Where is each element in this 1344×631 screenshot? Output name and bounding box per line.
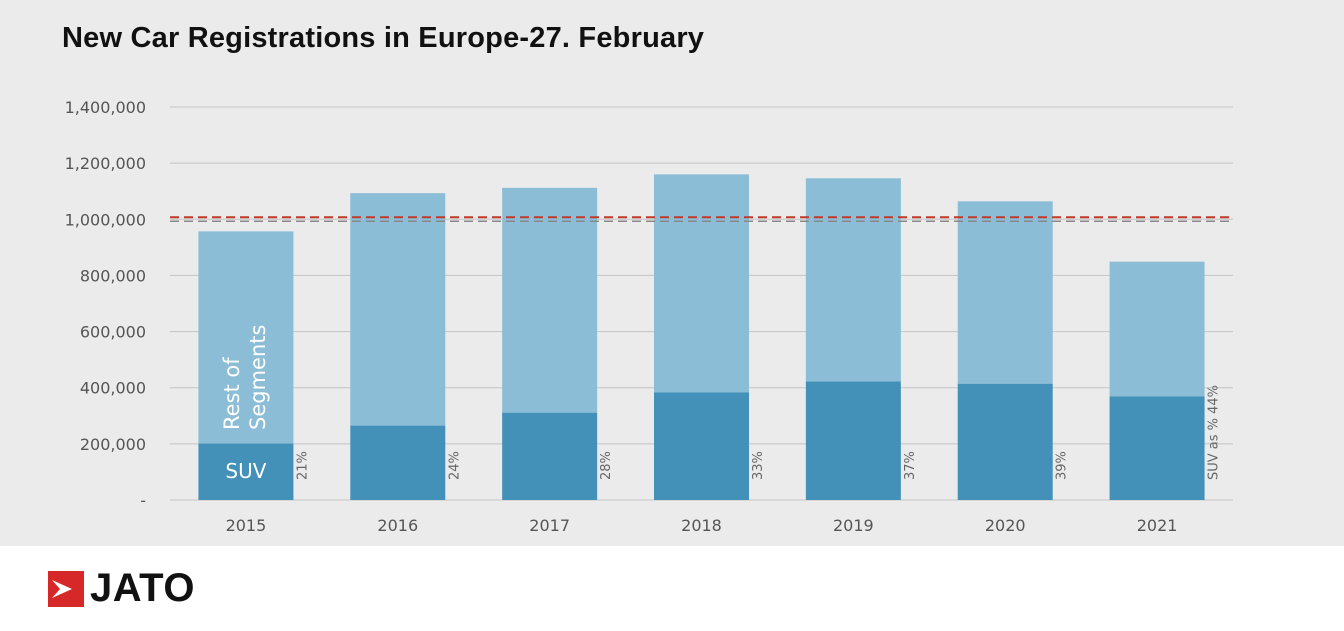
- y-tick-label: 800,000: [80, 266, 146, 285]
- y-tick-label: 1,200,000: [65, 154, 146, 173]
- bar-suv: [654, 392, 749, 500]
- y-tick-label: 600,000: [80, 323, 146, 342]
- bar-rest-of-segments: [654, 174, 749, 393]
- x-tick-label: 2015: [226, 516, 267, 535]
- x-tick-label: 2020: [985, 516, 1026, 535]
- y-tick-label: 1,400,000: [65, 98, 146, 117]
- y-tick-label: 400,000: [80, 379, 146, 398]
- x-tick-label: 2017: [529, 516, 570, 535]
- logo-text: JATO: [90, 566, 195, 610]
- suv-share-label: 21%: [295, 451, 310, 480]
- y-tick-label: 1,000,000: [65, 210, 146, 229]
- bar-rest-of-segments: [957, 201, 1053, 384]
- stacked-bar-chart: - 200,000 400,000 600,000 800,000 1,000,000 1,…: [65, 98, 1233, 535]
- bar-suv: [957, 383, 1053, 500]
- bar-rest-of-segments: [350, 193, 446, 426]
- x-tick-label: 2018: [681, 516, 722, 535]
- suv-share-label: 24%: [447, 451, 462, 480]
- bar-rest-of-segments: [198, 231, 294, 444]
- jato-logo-icon: [48, 570, 84, 607]
- suv-share-label: 33%: [751, 451, 766, 480]
- series-label-rest-line1: Rest of: [220, 357, 244, 430]
- suv-share-label: SUV as % 44%: [1207, 385, 1222, 480]
- bar-rest-of-segments: [502, 187, 598, 413]
- bar-suv: [198, 443, 294, 500]
- jato-logo: JATO: [48, 566, 195, 611]
- x-tick-label: 2019: [833, 516, 874, 535]
- bar-suv: [1109, 396, 1205, 500]
- y-tick-label: 200,000: [80, 435, 146, 454]
- series-label-suv: SUV: [225, 459, 266, 483]
- bar-rest-of-segments: [1109, 261, 1205, 397]
- x-tick-label: 2016: [377, 516, 418, 535]
- y-tick-label: -: [140, 491, 146, 510]
- x-tick-label: 2021: [1137, 516, 1178, 535]
- suv-share-label: 28%: [599, 451, 614, 480]
- bar-suv: [502, 412, 598, 500]
- bar-rest-of-segments: [805, 178, 901, 382]
- bar-suv: [805, 381, 901, 500]
- chart-title: New Car Registrations in Europe-27. Febr…: [62, 22, 705, 54]
- series-label-rest-line2: Segments: [246, 325, 270, 430]
- bar-suv: [350, 425, 446, 500]
- suv-share-label: 37%: [903, 451, 918, 480]
- suv-share-label: 39%: [1055, 451, 1070, 480]
